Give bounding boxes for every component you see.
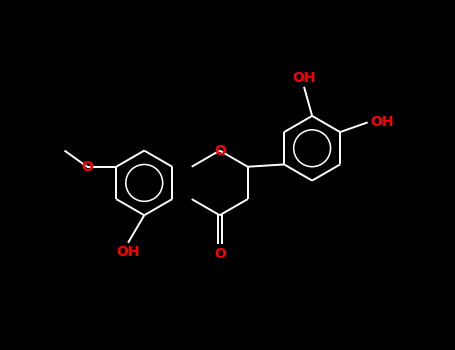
Text: OH: OH (116, 245, 140, 259)
Text: OH: OH (370, 116, 394, 130)
Text: O: O (81, 160, 93, 174)
Text: OH: OH (292, 70, 316, 84)
Text: O: O (214, 144, 226, 158)
Text: O: O (214, 247, 226, 261)
